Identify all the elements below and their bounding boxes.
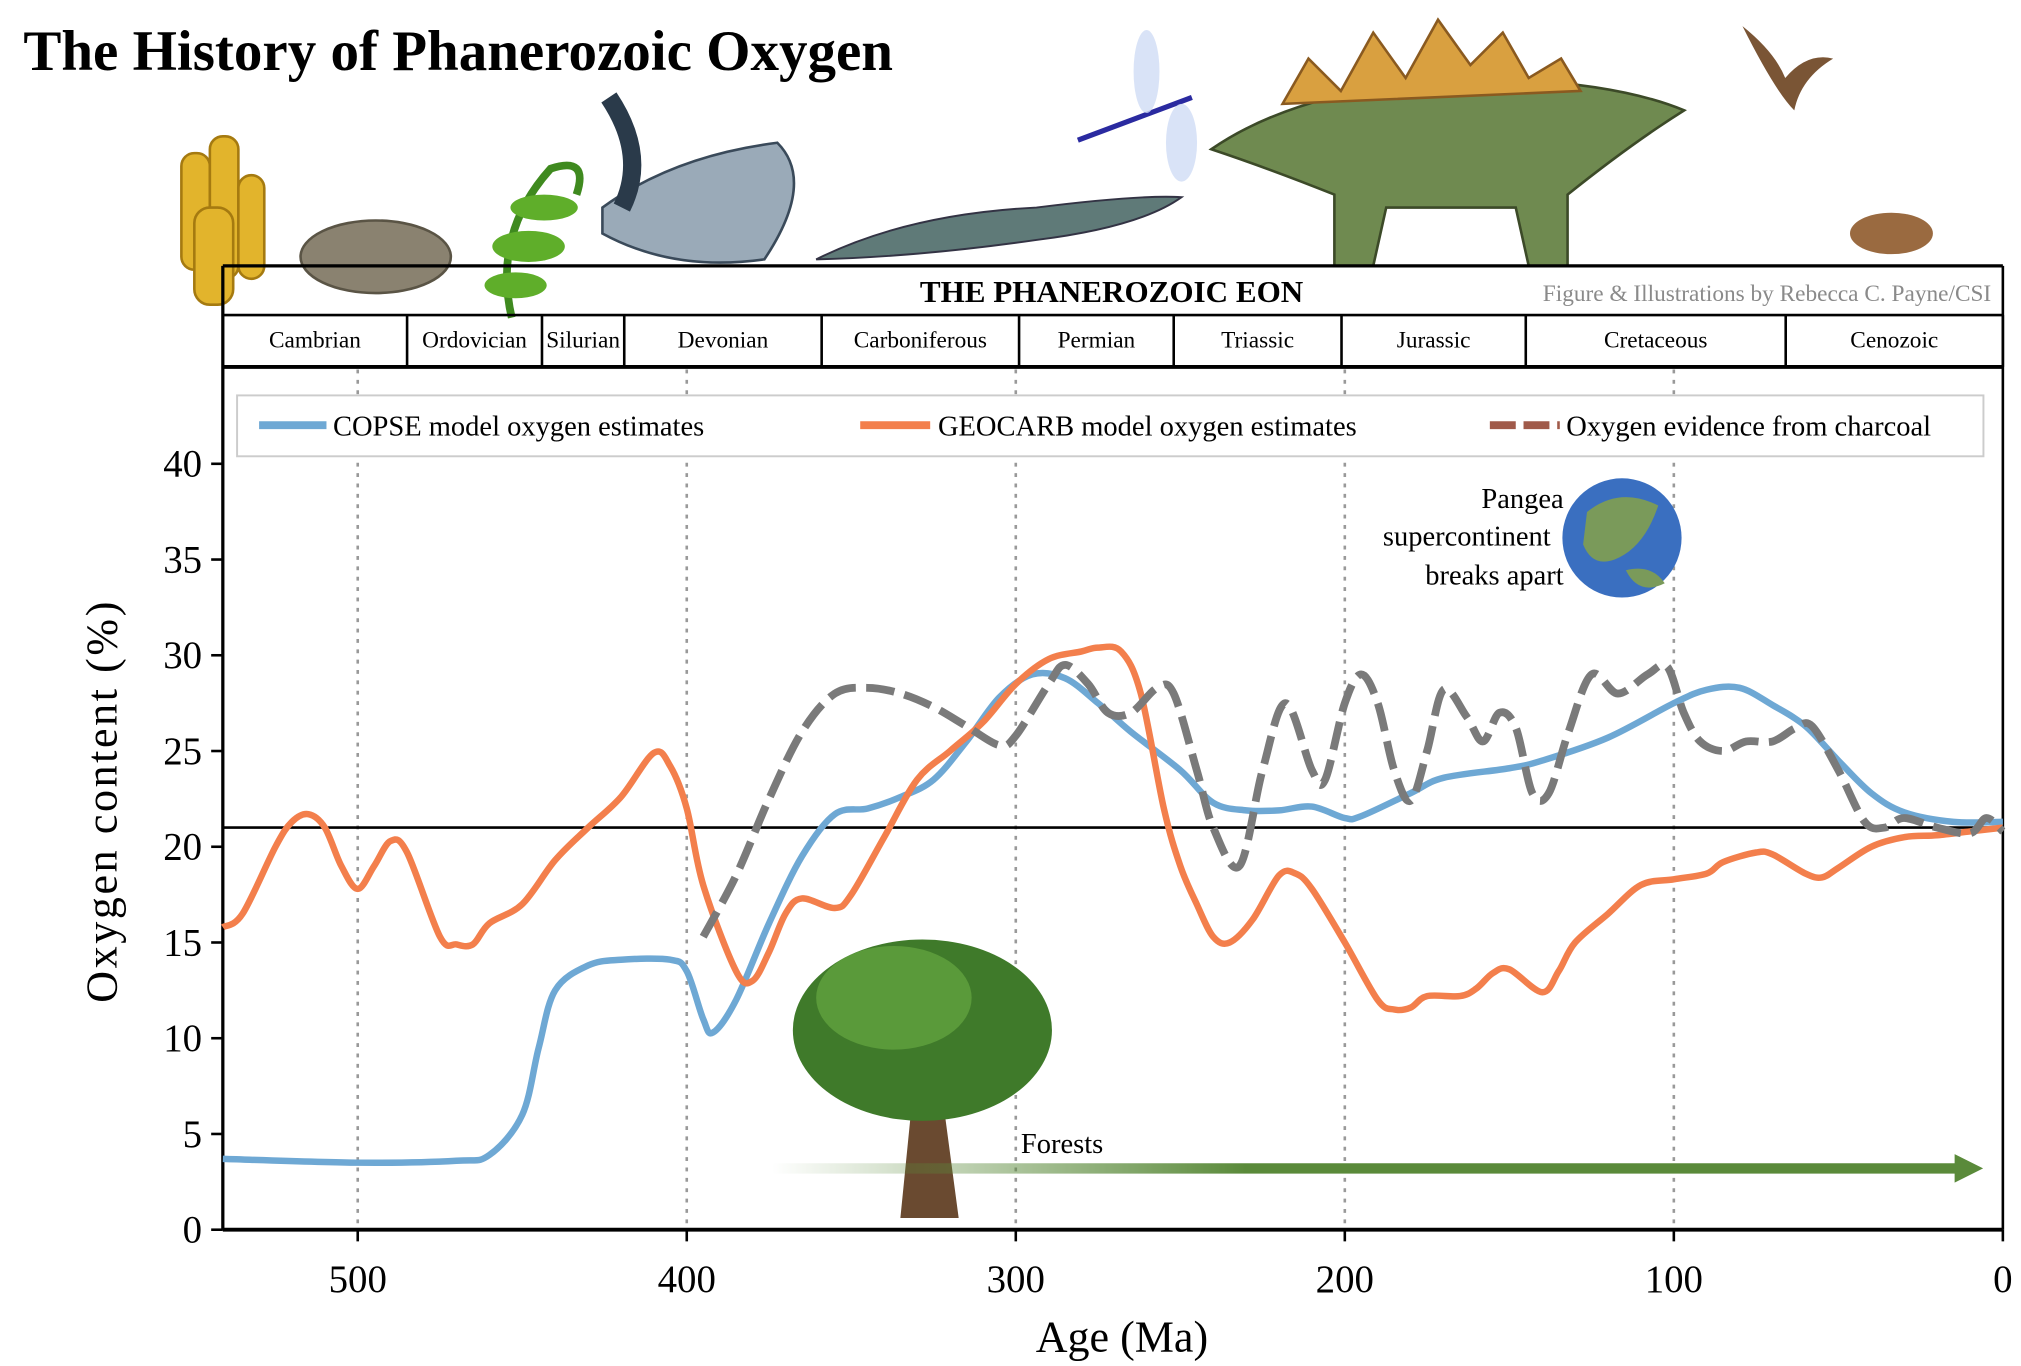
x-tick-label: 400: [658, 1258, 716, 1301]
credit-text: Figure & Illustrations by Rebecca C. Pay…: [1543, 281, 1991, 307]
legend-label-copse: COPSE model oxygen estimates: [333, 412, 704, 443]
dragonfly-illustration: [1076, 30, 1198, 182]
y-tick-label: 5: [183, 1113, 202, 1156]
y-tick-label: 35: [163, 538, 202, 581]
pangea-line-3: breaks apart: [1425, 561, 1564, 592]
x-tick-label: 200: [1316, 1258, 1374, 1301]
y-tick-label: 0: [183, 1209, 202, 1252]
x-tick-label: 0: [1993, 1258, 2012, 1301]
trilobite-illustration: [299, 219, 453, 295]
grid-lines: [356, 369, 1676, 1230]
x-axis-label: Age (Ma): [1036, 1312, 1208, 1361]
legend-label-geocarb: GEOCARB model oxygen estimates: [938, 412, 1357, 443]
forests-arrow-shaft: [772, 1163, 1958, 1174]
y-tick-label: 25: [163, 730, 202, 773]
fern-leaves: [484, 194, 578, 299]
y-tick-label: 15: [163, 921, 202, 964]
legend-label-charcoal: Oxygen evidence from charcoal: [1566, 412, 1931, 443]
illustrations: [180, 17, 1933, 319]
x-tick-label: 100: [1645, 1258, 1703, 1301]
pangea-line-1: Pangea: [1481, 484, 1564, 515]
mouse-illustration: [1849, 212, 1933, 255]
chart-title: The History of Phanerozoic Oxygen: [23, 20, 893, 83]
series-lines: [221, 643, 2006, 1166]
period-label: Cambrian: [269, 327, 361, 353]
tetrapod-illustration: [815, 195, 1185, 261]
globe-continents: [1583, 497, 1665, 588]
y-tick-label: 40: [163, 443, 202, 486]
pangea-line-2: supercontinent: [1383, 522, 1551, 553]
x-tick-label: 300: [987, 1258, 1045, 1301]
x-tick-label: 500: [329, 1258, 387, 1301]
period-label: Devonian: [678, 327, 769, 353]
period-label: Triassic: [1221, 327, 1294, 353]
stegosaurus-illustration: [1208, 17, 1687, 268]
copse-line: [222, 669, 2003, 1166]
eon-header: THE PHANEROZOIC EON Figure & Illustratio…: [221, 264, 2005, 1230]
forests-arrow-head: [1954, 1154, 1984, 1183]
fish-illustration: [601, 92, 796, 264]
forests-arrow: Forests: [772, 1129, 1984, 1183]
axes: 0 5 10 15 20 25 30 35 40 500 400 300 200 100 0 Age (Ma)…: [78, 443, 2013, 1362]
period-row: Cambrian Ordovician Silurian Devonian Carbon…: [269, 315, 2005, 367]
geocarb-line: [221, 643, 2004, 1014]
y-tick-label: 10: [163, 1017, 202, 1060]
charcoal-line: [699, 660, 2006, 939]
y-tick-label: 20: [163, 826, 202, 869]
period-label: Cretaceous: [1604, 327, 1707, 353]
period-label: Carboniferous: [854, 327, 987, 353]
y-axis-label: Oxygen content (%): [78, 599, 127, 1003]
forests-label: Forests: [1021, 1129, 1103, 1160]
y-tick-label: 30: [163, 634, 202, 677]
period-label: Cenozoic: [1850, 327, 1938, 353]
eon-label: THE PHANEROZOIC EON: [920, 274, 1304, 309]
period-label: Permian: [1058, 327, 1136, 353]
legend: COPSE model oxygen estimates GEOCARB mod…: [236, 394, 1985, 458]
bird-illustration: [1742, 26, 1834, 111]
period-label: Ordovician: [422, 327, 527, 353]
period-label: Jurassic: [1397, 327, 1471, 353]
tree-illustration: [792, 939, 1052, 1219]
pangea-annotation: Pangea supercontinent breaks apart: [1383, 478, 1682, 598]
sponge-illustration: [180, 134, 266, 307]
period-label: Silurian: [546, 327, 620, 353]
